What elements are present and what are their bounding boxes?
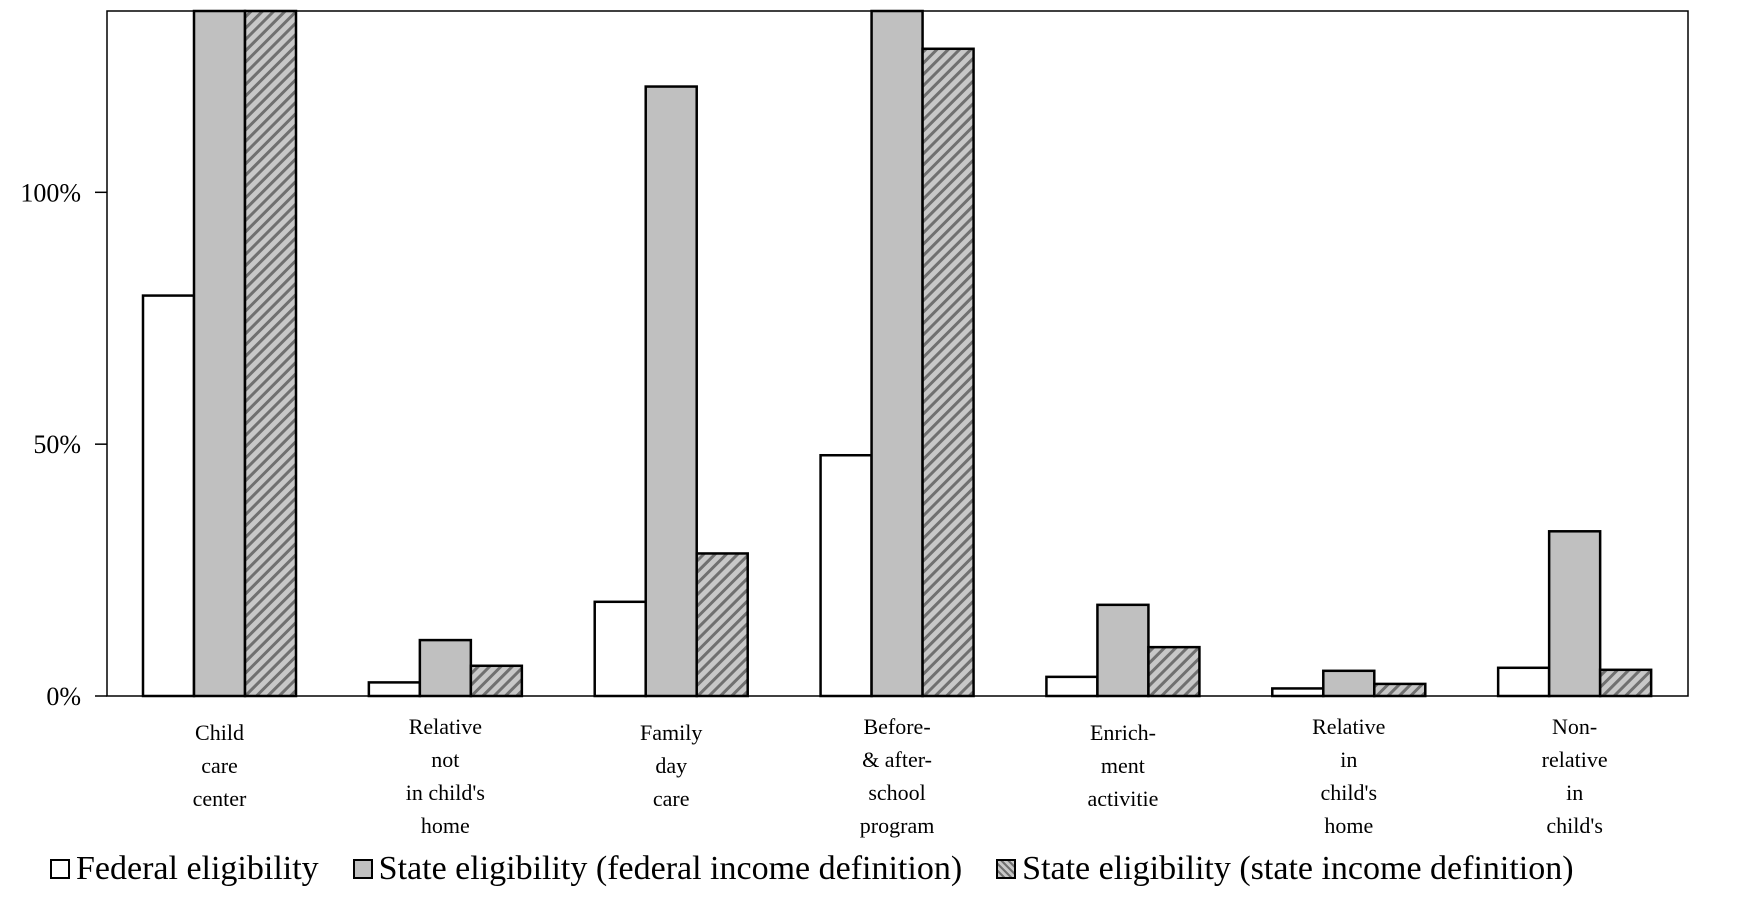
bar-state-federal-def	[418, 638, 473, 698]
bar-state-state-def	[1598, 668, 1653, 698]
legend: Federal eligibility State eligibility (f…	[50, 846, 1608, 892]
legend-label: State eligibility (state income definiti…	[1022, 850, 1574, 887]
bar-federal	[141, 294, 196, 698]
legend-label: Federal eligibility	[76, 850, 319, 887]
x-category-label: Family day care	[640, 720, 702, 811]
y-tick-label: 100%	[20, 178, 81, 207]
legend-swatch-grey	[352, 859, 373, 879]
bar-state-state-def	[469, 664, 524, 698]
bar-federal	[593, 600, 647, 698]
y-tick-label: 0%	[46, 682, 81, 711]
legend-swatch-white	[50, 859, 70, 879]
x-axis-labels: Child care center Relative not in child's home…	[193, 714, 1608, 838]
bars	[141, 9, 1653, 698]
bar-federal	[1045, 675, 1099, 698]
bar-state-state-def	[695, 552, 749, 698]
x-category-label: Enrich-ment activitie	[1087, 720, 1158, 811]
bar-federal	[367, 681, 422, 698]
y-axis: 0% 50% 100%	[20, 178, 107, 711]
y-tick-label: 50%	[33, 430, 81, 459]
legend-item-state-state: State eligibility (state income definiti…	[996, 850, 1574, 888]
legend-swatch-hatched	[996, 859, 1017, 879]
legend-item-state-federal: State eligibility (federal income defini…	[352, 850, 963, 888]
bar-state-state-def	[1147, 645, 1201, 698]
x-category-label: Child care center	[193, 720, 247, 811]
x-category-label: Non-relative in child's	[1542, 714, 1608, 838]
bar-federal	[1496, 666, 1551, 698]
bar-state-federal-def	[1322, 669, 1376, 698]
legend-label: State eligibility (federal income defini…	[378, 850, 963, 887]
bar-state-state-def	[1373, 682, 1427, 698]
bar-state-federal-def	[644, 85, 698, 698]
bar-state-federal-def	[192, 9, 247, 698]
x-category-label: Relative in child's home	[1312, 714, 1385, 838]
legend-item-federal: Federal eligibility	[50, 850, 319, 888]
bar-state-federal-def	[1096, 603, 1150, 698]
x-category-label: Before-& after-school program	[860, 714, 935, 838]
bar-chart: 0% 50% 100% Child care center Relative not in c…	[20, 9, 1689, 838]
bar-state-state-def	[243, 9, 298, 698]
bar-federal	[1271, 687, 1325, 698]
bar-state-federal-def	[870, 9, 924, 698]
bar-state-federal-def	[1547, 530, 1602, 698]
x-category-label: Relative not in child's home	[406, 714, 485, 838]
bar-federal	[819, 453, 873, 698]
bar-state-state-def	[921, 47, 975, 698]
